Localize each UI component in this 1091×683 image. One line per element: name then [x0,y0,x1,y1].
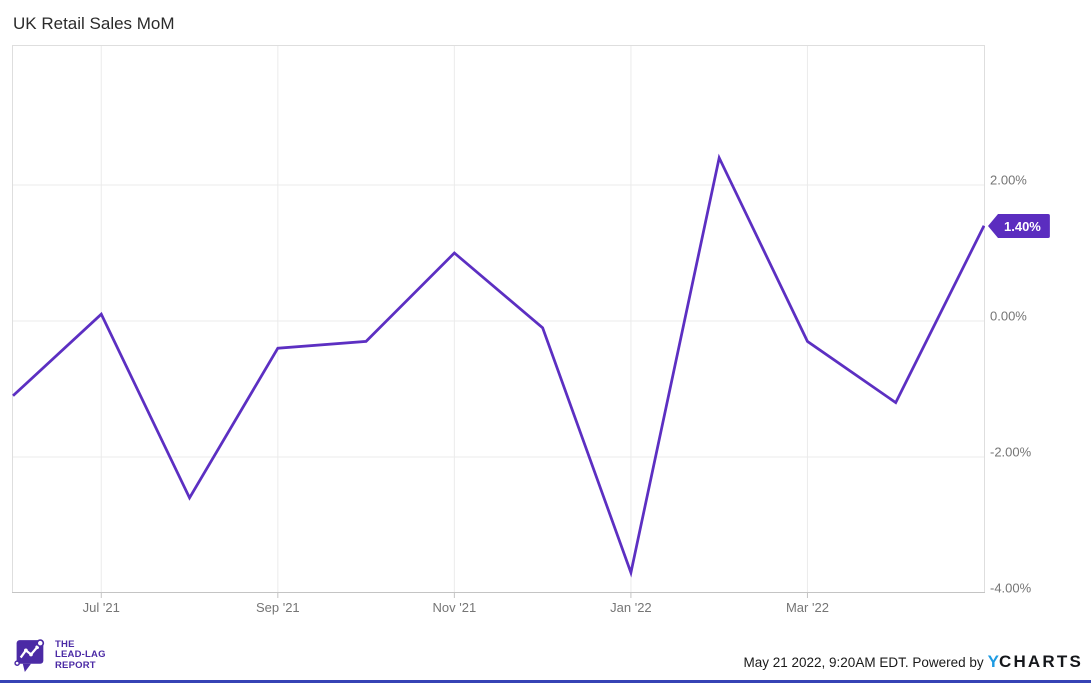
y-axis-tick-label: -2.00% [990,444,1032,460]
last-value-badge: 1.40% [988,214,1050,238]
y-axis-tick-label: 0.00% [990,308,1027,324]
plot-area [12,45,985,598]
ycharts-logo-y: Y [987,652,999,671]
ycharts-logo-charts: CHARTS [998,652,1083,671]
lead-lag-logo-icon [14,639,45,672]
x-axis-tick-label: Mar '22 [785,600,829,615]
x-axis-tick-label: Sep '21 [255,600,300,615]
logo-line-1: THE [55,639,75,651]
attribution-text: May 21 2022, 9:20AM EDT. Powered by [743,654,984,670]
logo-line-3: REPORT [55,659,96,671]
chart-title: UK Retail Sales MoM [13,14,175,33]
series-line [12,153,985,578]
bottom-accent-bar [0,680,1091,683]
footer-attribution-block: May 21 2022, 9:20AM EDT. Powered by Y CH… [743,652,1083,672]
y-axis-tick-label: 2.00% [990,172,1027,188]
x-axis-tick-label: Nov '21 [432,600,477,615]
lead-lag-logo-text: THE LEAD-LAG REPORT [55,639,106,671]
x-axis-tick-label: Jul '21 [82,600,120,615]
x-axis-tick-label: Jan '22 [610,600,652,615]
lead-lag-report-logo: THE LEAD-LAG REPORT [12,637,106,674]
y-axis-tick-label: -4.00% [990,580,1032,596]
last-value-label: 1.40% [1004,218,1041,234]
logo-line-2: LEAD-LAG [55,649,106,661]
